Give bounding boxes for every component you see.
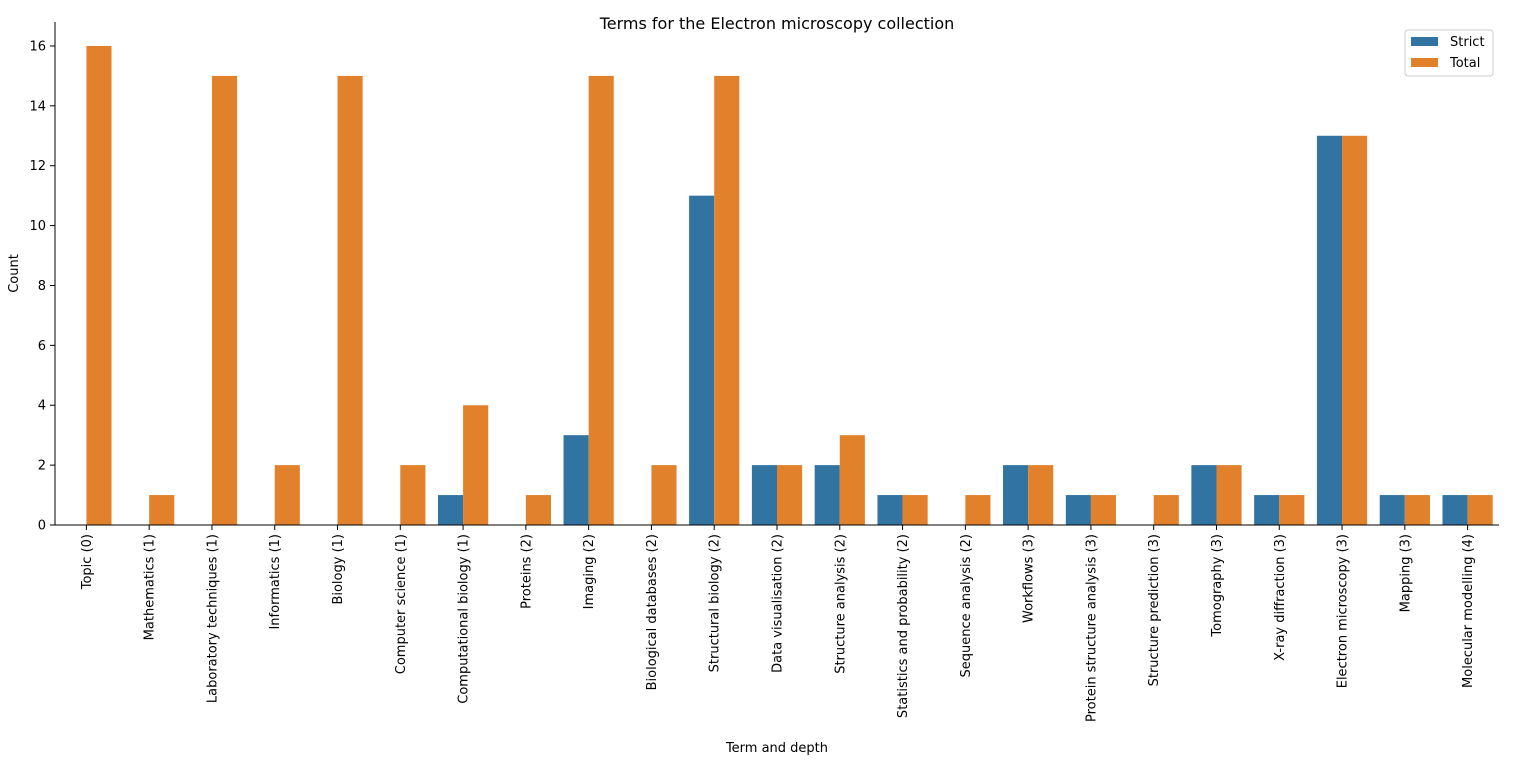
- bar-total-22: [1467, 495, 1493, 525]
- legend: Strict Total: [1404, 29, 1494, 77]
- x-tick-label: Informatics (1): [268, 534, 283, 630]
- x-tick-label: Topic (0): [80, 534, 95, 590]
- bar-strict-15: [1003, 465, 1029, 525]
- x-tick-label: Mathematics (1): [143, 534, 158, 640]
- bar-total-7: [525, 495, 551, 525]
- x-tick-label: Mapping (3): [1398, 534, 1413, 612]
- x-tick-label: Biology (1): [331, 534, 346, 605]
- x-tick-label: Tomography (3): [1210, 534, 1225, 638]
- y-tick-label: 6: [38, 339, 46, 354]
- bar-strict-18: [1191, 465, 1217, 525]
- bar-total-4: [337, 75, 363, 526]
- x-tick-label: Structure prediction (3): [1147, 534, 1162, 686]
- chart-title: Terms for the Electron microscopy collec…: [599, 14, 955, 33]
- axes-group: [54, 22, 1499, 526]
- x-tick-label: Imaging (2): [582, 534, 597, 609]
- bar-total-18: [1216, 465, 1242, 525]
- y-tick-label: 12: [29, 159, 46, 174]
- bar-strict-21: [1379, 495, 1405, 525]
- bar-strict-19: [1254, 495, 1280, 525]
- x-tick-label: Computational biology (1): [457, 534, 472, 704]
- bar-total-11: [777, 465, 803, 525]
- bar-total-9: [651, 465, 677, 525]
- bar-total-21: [1404, 495, 1430, 525]
- bar-strict-13: [877, 495, 903, 525]
- bar-strict-6: [437, 495, 464, 525]
- x-tick-label: Structure analysis (2): [833, 534, 848, 674]
- x-tick-label: Proteins (2): [519, 534, 534, 609]
- x-tick-label: Workflows (3): [1022, 534, 1037, 623]
- y-tick-label: 4: [38, 399, 46, 414]
- bar-strict-20: [1316, 135, 1343, 525]
- x-tick-label: Molecular modelling (4): [1461, 534, 1476, 688]
- y-tick-label: 0: [38, 519, 46, 534]
- bar-strict-22: [1442, 495, 1468, 525]
- bar-total-14: [965, 495, 991, 525]
- x-tick-label: Biological databases (2): [645, 534, 660, 690]
- bar-total-1: [149, 495, 175, 525]
- bar-total-6: [463, 405, 489, 525]
- legend-swatch-strict: [1411, 37, 1438, 46]
- bar-strict-8: [563, 435, 589, 525]
- bar-total-15: [1028, 465, 1054, 525]
- bar-total-16: [1090, 495, 1117, 525]
- y-tick-label: 2: [38, 459, 46, 474]
- bar-total-10: [714, 75, 740, 526]
- bar-strict-10: [689, 195, 715, 525]
- bar-strict-12: [814, 465, 840, 525]
- bar-total-12: [839, 435, 865, 525]
- bar-total-19: [1279, 495, 1305, 525]
- bar-total-8: [588, 75, 614, 526]
- legend-label-strict: Strict: [1450, 35, 1485, 50]
- y-tick-label: 16: [29, 39, 46, 54]
- bar-total-0: [86, 45, 112, 525]
- bar-total-17: [1153, 495, 1179, 525]
- x-ticks-group: Topic (0) Mathematics (1) Laboratory techn…: [80, 525, 1476, 722]
- legend-label-total: Total: [1449, 56, 1480, 71]
- y-ticks-group: 0 2 4 6 8 10 12 14 16: [29, 39, 55, 534]
- bar-total-3: [274, 465, 300, 525]
- bar-strict-16: [1065, 495, 1091, 525]
- bar-total-5: [400, 465, 426, 525]
- x-tick-label: Statistics and probability (2): [896, 534, 911, 718]
- x-tick-label: Electron microscopy (3): [1336, 534, 1351, 688]
- y-axis-label: Count: [7, 254, 22, 293]
- bar-total-2: [211, 75, 238, 526]
- y-tick-label: 10: [29, 219, 46, 234]
- x-axis-label: Term and depth: [725, 741, 828, 756]
- x-tick-label: Laboratory techniques (1): [205, 534, 220, 703]
- x-tick-label: Computer science (1): [394, 534, 409, 674]
- bar-total-20: [1342, 135, 1368, 525]
- y-tick-label: 14: [29, 99, 46, 114]
- x-tick-label: Data visualisation (2): [771, 534, 786, 673]
- legend-swatch-total: [1411, 58, 1438, 67]
- bar-total-13: [902, 495, 928, 525]
- x-tick-label: Protein structure analysis (3): [1084, 534, 1099, 722]
- x-tick-label: Structural biology (2): [708, 534, 723, 672]
- y-tick-label: 8: [38, 279, 46, 294]
- x-tick-label: X-ray diffraction (3): [1273, 534, 1288, 661]
- x-tick-label: Sequence analysis (2): [959, 534, 974, 677]
- bars-group: [86, 45, 1493, 526]
- bar-strict-11: [751, 465, 777, 525]
